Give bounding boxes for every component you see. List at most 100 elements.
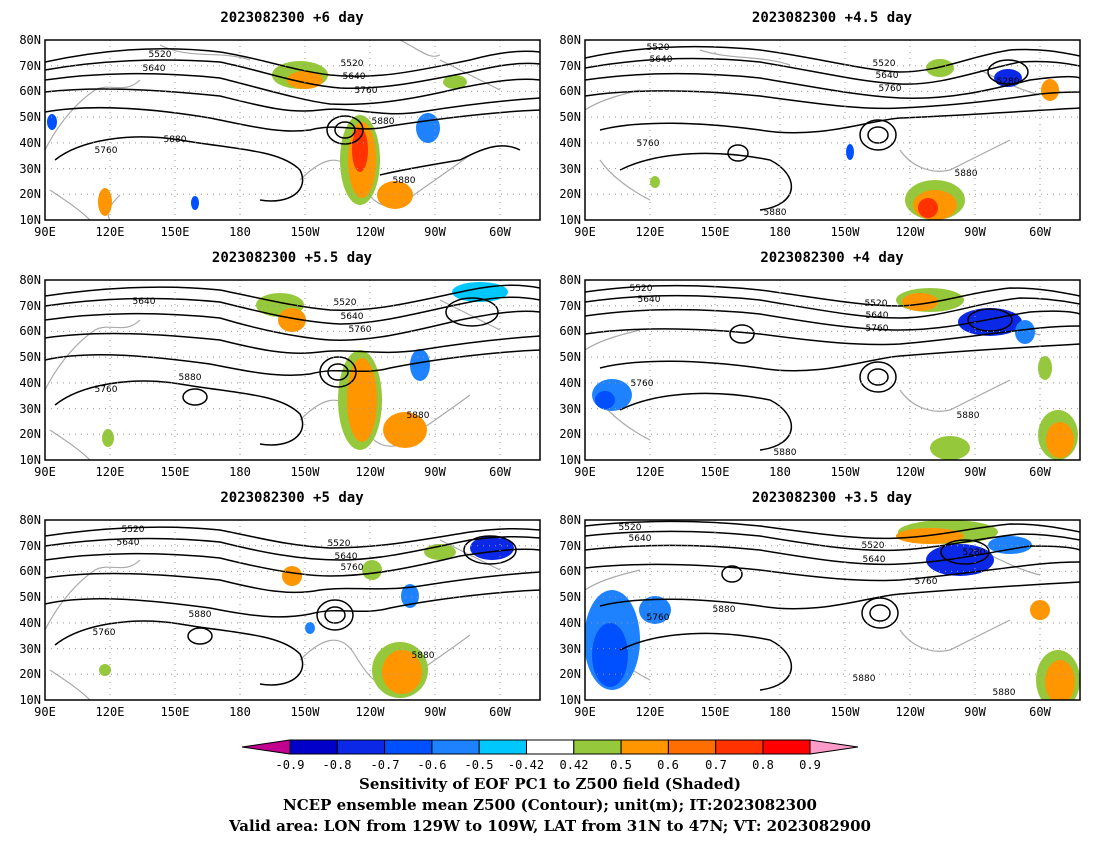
colorbar-label: -0.9 bbox=[276, 758, 305, 772]
plot-frame bbox=[584, 279, 1081, 461]
contour-label: 5520 bbox=[647, 43, 670, 53]
lat-tick-labels: 10N 20N 30N 40N 50N 60N 70N 80N bbox=[559, 273, 581, 467]
contour-labels: 5520 5640 5520 5640 5760 5760 5880 5880 bbox=[630, 284, 980, 458]
lon-tick-label: 90E bbox=[34, 705, 56, 719]
lat-tick-label: 40N bbox=[559, 136, 581, 150]
contour-label: 5640 bbox=[335, 552, 358, 562]
lat-tick-label: 10N bbox=[19, 453, 41, 467]
lat-tick-label: 40N bbox=[559, 376, 581, 390]
contour-label: 5760 bbox=[647, 613, 670, 623]
lon-tick-label: 120W bbox=[356, 225, 386, 239]
lon-tick-label: 60W bbox=[489, 705, 511, 719]
lon-tick-label: 120W bbox=[896, 465, 926, 479]
lon-tick-label: 120W bbox=[356, 705, 386, 719]
gridlines bbox=[585, 40, 1080, 220]
lon-tick-label: 90W bbox=[964, 225, 986, 239]
lat-tick-label: 30N bbox=[19, 642, 41, 656]
colorbar-labels: -0.9 -0.8 -0.7 -0.6 -0.5 -0.42 0.42 0.5 … bbox=[276, 758, 821, 772]
lat-tick-label: 10N bbox=[19, 693, 41, 707]
colorbar-cell bbox=[620, 739, 669, 755]
sensitivity-shading bbox=[102, 282, 508, 450]
contour-label: 5520 bbox=[334, 298, 357, 308]
z500-contours bbox=[45, 526, 540, 686]
contour-labels: 5520 5640 5520 5640 5280 5760 5880 5760 … bbox=[619, 523, 1016, 698]
lon-tick-label: 120E bbox=[96, 465, 125, 479]
lat-tick-labels: 10N 20N 30N 40N 50N 60N 70N 80N bbox=[559, 513, 581, 707]
lat-tick-label: 80N bbox=[19, 273, 41, 287]
coastlines bbox=[585, 309, 1041, 441]
contour-label: 5880 bbox=[774, 448, 797, 458]
plot-frame bbox=[584, 519, 1081, 701]
contour-label: 5880 bbox=[372, 117, 395, 127]
contour-label: 5520 bbox=[630, 284, 653, 294]
z500-contours bbox=[45, 284, 540, 446]
panel-title: 2023082300 +5 day bbox=[220, 490, 364, 506]
lon-tick-labels: 90E 120E 150E 180 150W 120W 90W 60W bbox=[34, 225, 511, 239]
colorbar-cell bbox=[526, 739, 575, 755]
lon-tick-label: 120E bbox=[96, 705, 125, 719]
lon-tick-label: 180 bbox=[769, 225, 791, 239]
contour-label: 5880 bbox=[764, 208, 787, 218]
contour-label: 5760 bbox=[341, 563, 364, 573]
lat-tick-label: 60N bbox=[559, 564, 581, 578]
lon-tick-label: 90E bbox=[34, 465, 56, 479]
gridlines bbox=[45, 40, 540, 220]
lon-tick-label: 150W bbox=[291, 705, 321, 719]
lon-tick-label: 150W bbox=[291, 465, 321, 479]
lat-tick-label: 80N bbox=[19, 513, 41, 527]
contour-label: 5760 bbox=[93, 628, 116, 638]
lat-tick-label: 10N bbox=[559, 453, 581, 467]
gridlines bbox=[585, 520, 1080, 700]
lon-tick-label: 120E bbox=[636, 465, 665, 479]
panel-title: 2023082300 +4.5 day bbox=[752, 10, 913, 26]
lat-tick-label: 20N bbox=[19, 667, 41, 681]
lat-tick-label: 50N bbox=[559, 350, 581, 364]
lat-tick-label: 60N bbox=[559, 84, 581, 98]
lon-tick-label: 90W bbox=[964, 705, 986, 719]
lon-tick-label: 150E bbox=[161, 465, 190, 479]
contour-label: 5880 bbox=[179, 373, 202, 383]
contour-label: 5640 bbox=[117, 538, 140, 548]
sensitivity-shading bbox=[99, 536, 514, 698]
contour-label: 5640 bbox=[650, 55, 673, 65]
lat-tick-labels: 10N 20N 30N 40N 50N 60N 70N 80N bbox=[19, 33, 41, 227]
z500-contours bbox=[585, 520, 1080, 691]
colorbar-cell bbox=[573, 739, 622, 755]
colorbar-label: 0.9 bbox=[799, 758, 821, 772]
lat-tick-label: 70N bbox=[559, 59, 581, 73]
lat-tick-label: 40N bbox=[19, 616, 41, 630]
contour-labels: 5520 5640 5520 5640 5760 5880 5760 5880 … bbox=[95, 50, 416, 186]
lon-tick-labels: 90E 120E 150E 180 150W 120W 90W 60W bbox=[34, 465, 511, 479]
lon-tick-label: 150E bbox=[161, 225, 190, 239]
lat-tick-label: 60N bbox=[19, 84, 41, 98]
contour-label: 5760 bbox=[349, 325, 372, 335]
colorbar-cell bbox=[809, 739, 859, 755]
coastlines bbox=[585, 49, 1041, 201]
lon-tick-labels: 90E 120E 150E 180 150W 120W 90W 60W bbox=[574, 465, 1051, 479]
contour-label: 5880 bbox=[164, 135, 187, 145]
contour-label: 5880 bbox=[412, 651, 435, 661]
colorbar-cell bbox=[336, 739, 386, 755]
lat-tick-label: 40N bbox=[19, 136, 41, 150]
contour-label: 5760 bbox=[631, 379, 654, 389]
gridlines bbox=[585, 280, 1080, 460]
lat-tick-label: 50N bbox=[19, 110, 41, 124]
colorbar-cell bbox=[384, 739, 433, 755]
lon-tick-label: 60W bbox=[489, 465, 511, 479]
contour-label: 5640 bbox=[133, 297, 156, 307]
contour-label: 5640 bbox=[143, 64, 166, 74]
lon-tick-label: 60W bbox=[1029, 465, 1051, 479]
lat-tick-label: 20N bbox=[19, 187, 41, 201]
lat-tick-label: 80N bbox=[19, 33, 41, 47]
contour-label: 5760 bbox=[355, 86, 378, 96]
map-panel-2: 2023082300 +5.5 day bbox=[19, 250, 541, 479]
contour-label: 5520 bbox=[619, 523, 642, 533]
lat-tick-label: 10N bbox=[559, 213, 581, 227]
caption-line-2: NCEP ensemble mean Z500 (Contour); unit(… bbox=[283, 796, 817, 814]
lon-tick-label: 90W bbox=[424, 465, 446, 479]
lat-tick-label: 80N bbox=[559, 513, 581, 527]
contour-label: 5760 bbox=[95, 385, 118, 395]
lat-tick-label: 40N bbox=[559, 616, 581, 630]
lon-tick-label: 90E bbox=[574, 225, 596, 239]
